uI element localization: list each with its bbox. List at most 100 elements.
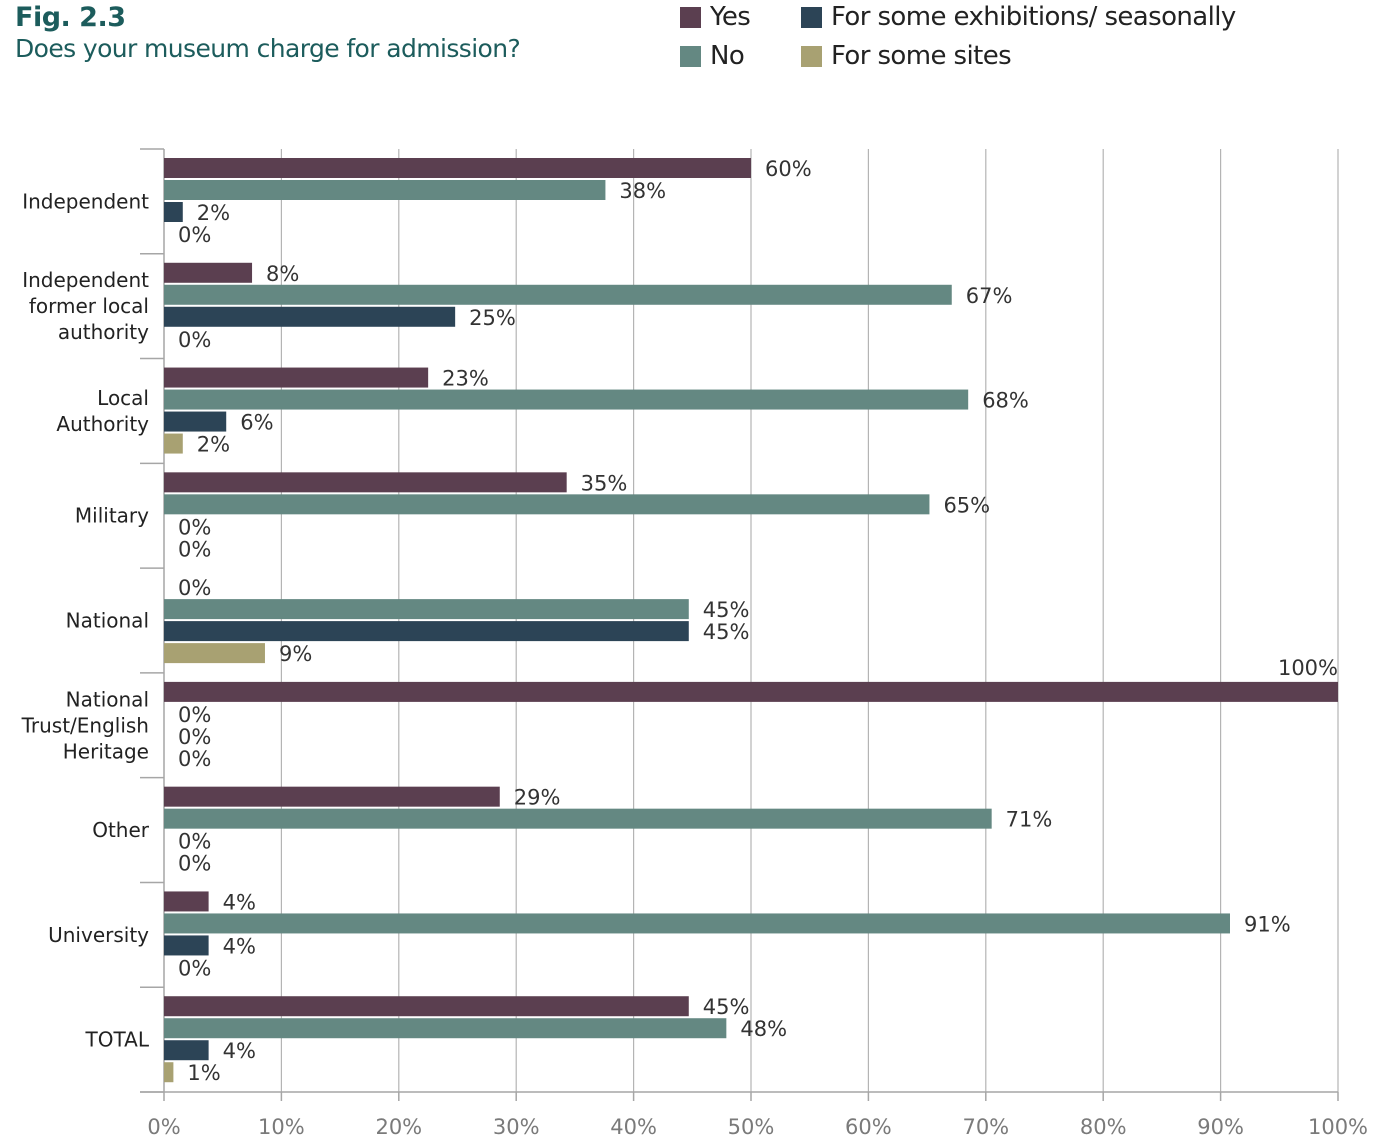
category-label: Other [92, 818, 150, 842]
x-tick-label: 0% [147, 1115, 180, 1136]
category-label: former local [29, 294, 149, 318]
legend-item-yes: Yes [680, 2, 751, 32]
data-label: 1% [187, 1061, 220, 1085]
category-label: National [66, 609, 149, 633]
data-label: 0% [178, 852, 211, 876]
data-label: 6% [240, 411, 273, 435]
bar [164, 786, 500, 807]
bar [164, 681, 1338, 702]
bar [164, 284, 952, 305]
data-label: 4% [223, 934, 256, 958]
legend-swatch-some-exhibitions [801, 6, 822, 28]
bar [164, 621, 689, 642]
x-tick-label: 100% [1308, 1115, 1368, 1136]
category-label: Trust/English [21, 713, 149, 737]
data-label: 100% [1278, 656, 1338, 680]
x-tick-label: 70% [962, 1115, 1009, 1136]
data-label: 0% [178, 223, 211, 247]
bar [164, 808, 992, 829]
data-label: 45% [703, 995, 750, 1019]
x-tick-label: 60% [845, 1115, 892, 1136]
data-label: 0% [178, 747, 211, 771]
x-tick-label: 50% [728, 1115, 775, 1136]
data-label: 91% [1244, 912, 1291, 936]
data-label: 67% [966, 284, 1013, 308]
category-label: authority [58, 320, 149, 344]
bar [164, 913, 1230, 934]
category-label: National [66, 687, 149, 711]
data-label: 48% [740, 1017, 787, 1041]
bar [164, 158, 751, 178]
data-label: 29% [514, 786, 561, 810]
data-label: 2% [197, 433, 230, 457]
data-label: 0% [178, 725, 211, 749]
data-label: 0% [178, 703, 211, 727]
data-label: 65% [943, 493, 990, 517]
data-label: 45% [703, 620, 750, 644]
bar [164, 643, 265, 664]
x-tick-label: 20% [375, 1115, 422, 1136]
bar [164, 433, 183, 454]
x-tick-label: 40% [610, 1115, 657, 1136]
data-label: 4% [223, 890, 256, 914]
chart-title: Does your museum charge for admission? [15, 34, 521, 63]
x-tick-label: 80% [1080, 1115, 1127, 1136]
data-label: 0% [178, 956, 211, 980]
legend-swatch-no [680, 45, 701, 67]
x-tick-label: 30% [493, 1115, 540, 1136]
category-label: Authority [56, 412, 149, 436]
legend-label-some-sites: For some sites [831, 41, 1012, 71]
bar [164, 891, 209, 912]
data-label: 35% [581, 471, 628, 495]
bar [164, 306, 456, 327]
bar [164, 494, 930, 515]
data-label: 0% [178, 328, 211, 352]
data-label: 9% [279, 642, 312, 666]
bar [164, 996, 689, 1017]
data-label: 8% [266, 262, 299, 286]
category-label: University [48, 923, 149, 947]
bar [164, 599, 689, 620]
legend-swatch-some-sites [801, 45, 822, 67]
legend-item-no: No [680, 41, 745, 71]
chart-legend: Yes No For some exhibitions/ seasonally … [680, 0, 1370, 80]
data-label: 71% [1006, 808, 1053, 832]
legend-label-yes: Yes [710, 2, 751, 32]
bar [164, 1018, 727, 1039]
data-label: 45% [703, 598, 750, 622]
bar [164, 180, 606, 200]
data-label: 2% [197, 201, 230, 225]
bar [164, 1040, 209, 1061]
bar [164, 472, 567, 493]
x-tick-label: 10% [258, 1115, 305, 1136]
data-label: 0% [178, 537, 211, 561]
category-label: Heritage [63, 739, 149, 763]
data-label: 0% [178, 830, 211, 854]
bar [164, 389, 969, 410]
data-label: 0% [178, 515, 211, 539]
figure-number: Fig. 2.3 [15, 2, 126, 33]
legend-label-no: No [710, 41, 745, 71]
bar [164, 1062, 174, 1083]
legend-label-some-exhibitions: For some exhibitions/ seasonally [831, 2, 1236, 32]
category-label: Local [97, 386, 149, 410]
category-label: Independent [22, 268, 149, 292]
data-label: 38% [619, 179, 666, 203]
data-label: 0% [178, 576, 211, 600]
data-label: 23% [442, 367, 489, 391]
data-label: 25% [469, 306, 516, 330]
bar [164, 202, 183, 222]
bar [164, 935, 209, 956]
bar [164, 411, 227, 432]
data-label: 60% [765, 157, 812, 181]
x-tick-label: 90% [1197, 1115, 1244, 1136]
legend-item-some-exhibitions: For some exhibitions/ seasonally [801, 2, 1236, 32]
legend-swatch-yes [680, 6, 701, 28]
category-label: Independent [22, 189, 149, 213]
bar [164, 262, 253, 283]
bar [164, 367, 429, 388]
data-label: 68% [982, 389, 1029, 413]
category-label: TOTAL [85, 1028, 150, 1052]
legend-item-some-sites: For some sites [801, 41, 1012, 71]
